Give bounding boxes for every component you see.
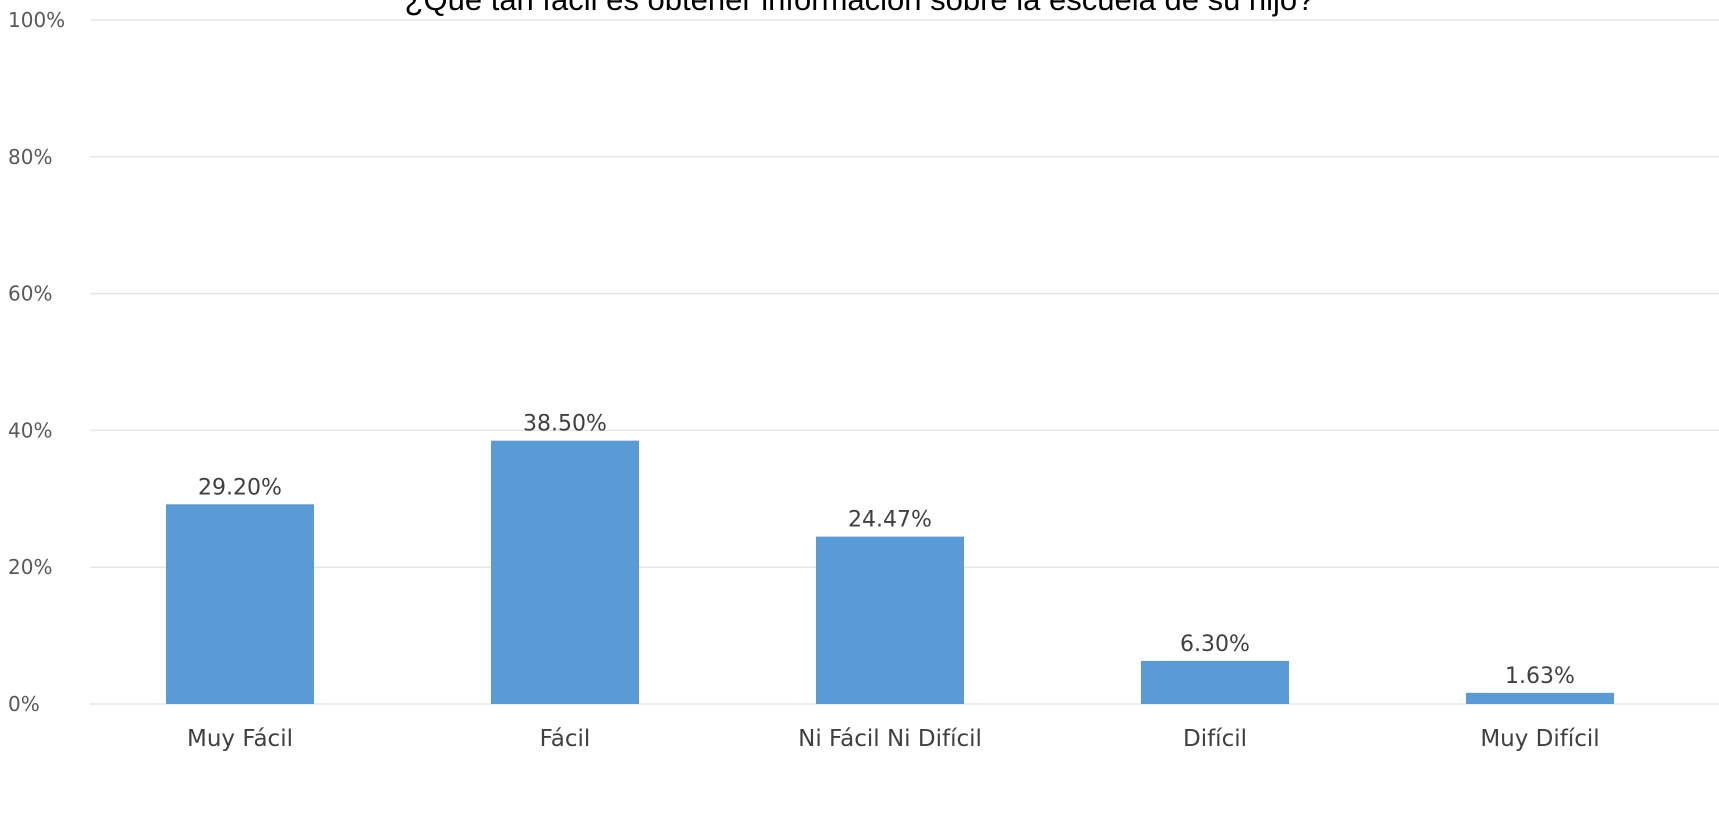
data-label: 6.30% [1180,632,1250,657]
bar [1141,660,1289,704]
data-label: 29.20% [198,475,282,500]
category-label: Ni Fácil Ni Difícil [798,726,982,752]
category-label: Difícil [1183,726,1247,752]
data-label: 24.47% [848,508,932,533]
data-label: 1.63% [1505,664,1575,689]
category-label: Muy Fácil [187,726,293,752]
data-label: 38.50% [523,412,607,437]
y-axis-tick-labels: 0% 20% 40% 60% 80% 100% [8,8,65,716]
bar [1466,692,1614,704]
bar [491,440,639,704]
bar [816,536,964,704]
x-axis-category-labels: Muy Fácil Fácil Ni Fácil Ni Difícil Difícil… [187,726,1600,752]
bars [166,440,1614,704]
y-tick-label: 100% [8,8,65,32]
y-tick-label: 80% [8,145,52,169]
chart-title: ¿Qué tan fácil es obtener información so… [0,0,1719,18]
y-tick-label: 40% [8,418,52,442]
y-tick-label: 0% [8,692,40,716]
category-label: Fácil [540,726,591,752]
y-tick-label: 20% [8,555,52,579]
data-labels: 29.20% 38.50% 24.47% 6.30% 1.63% [198,412,1575,689]
category-label: Muy Difícil [1480,726,1599,752]
y-tick-label: 60% [8,282,52,306]
bar [166,504,314,704]
